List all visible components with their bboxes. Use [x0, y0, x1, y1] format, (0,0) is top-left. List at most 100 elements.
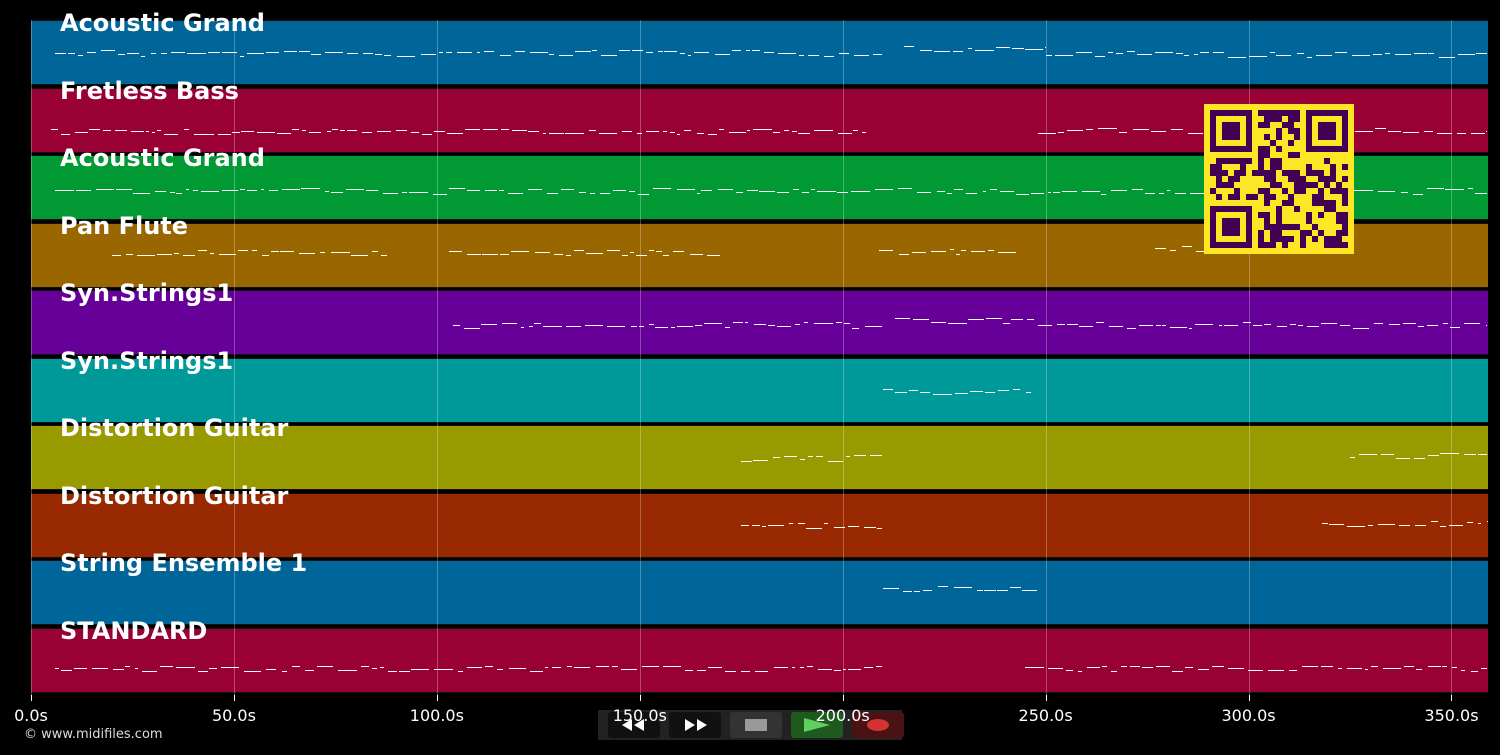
fast-forward-button[interactable]	[669, 712, 721, 738]
midi-note	[266, 52, 279, 54]
midi-note	[549, 133, 564, 135]
midi-note	[1414, 53, 1428, 55]
midi-note	[332, 129, 338, 131]
track-label: Pan Flute	[60, 211, 189, 240]
play-button[interactable]	[791, 712, 843, 738]
midi-note	[1395, 54, 1411, 56]
midi-note	[815, 455, 823, 457]
midi-note	[377, 130, 392, 132]
midi-note	[767, 324, 775, 326]
midi-note	[55, 667, 59, 669]
midi-note	[778, 53, 796, 55]
midi-note	[101, 50, 115, 52]
midi-note	[645, 51, 653, 53]
midi-note	[193, 189, 199, 191]
midi-note	[379, 666, 384, 668]
midi-note	[375, 54, 383, 56]
midi-note	[930, 251, 947, 253]
midi-note	[967, 48, 972, 50]
midi-note	[298, 252, 315, 254]
midi-note	[175, 666, 195, 668]
midi-note	[75, 189, 92, 191]
midi-note	[1470, 133, 1486, 135]
midi-note	[1012, 389, 1021, 391]
midi-note	[689, 254, 703, 256]
midi-note	[1468, 188, 1473, 190]
qr-code[interactable]	[1204, 104, 1354, 254]
midi-note	[914, 590, 920, 592]
midi-note	[482, 254, 498, 256]
midi-note	[508, 192, 523, 194]
midi-note	[511, 250, 530, 252]
qr-code-image	[1210, 110, 1348, 248]
midi-note	[317, 666, 333, 668]
midi-note	[529, 325, 533, 327]
midi-note	[194, 133, 214, 135]
midi-note	[564, 133, 584, 135]
midi-note	[824, 522, 829, 524]
track-label: Distortion Guitar	[60, 481, 289, 510]
midi-note	[201, 191, 219, 193]
midi-note	[1121, 665, 1127, 667]
midi-note	[574, 51, 592, 52]
midi-note	[1428, 53, 1434, 55]
midi-note	[776, 192, 789, 194]
midi-note	[777, 325, 791, 327]
midi-note	[902, 590, 913, 592]
track-label: Acoustic Grand	[60, 144, 265, 172]
midi-note	[1480, 668, 1487, 670]
midi-note	[1347, 525, 1365, 527]
midi-note	[838, 132, 852, 134]
midi-note	[1400, 191, 1408, 193]
stop-button[interactable]	[730, 712, 782, 738]
midi-note	[724, 327, 731, 329]
midi-note	[953, 587, 973, 589]
midi-note	[1338, 668, 1343, 670]
midi-note	[578, 192, 587, 194]
midi-note	[1428, 455, 1439, 457]
midi-note	[433, 131, 445, 133]
midi-note	[806, 528, 822, 530]
rewind-button[interactable]	[608, 712, 660, 738]
midi-note	[1087, 666, 1100, 668]
track-label: STANDARD	[60, 616, 208, 645]
midi-note	[883, 588, 899, 590]
midi-note	[1189, 193, 1209, 195]
midi-note	[156, 130, 162, 132]
midi-note	[1367, 524, 1373, 526]
midi-note	[663, 254, 670, 256]
midi-note	[1171, 671, 1184, 673]
midi-note	[983, 589, 996, 591]
midi-note	[701, 189, 713, 191]
midi-note	[1316, 55, 1333, 57]
midi-note	[657, 50, 663, 52]
tick-mark	[639, 695, 641, 701]
midi-note	[340, 130, 346, 132]
midi-note	[130, 131, 145, 133]
stop-icon	[745, 719, 767, 731]
midi-note	[299, 50, 310, 52]
midi-note	[1486, 131, 1488, 133]
midi-note	[309, 131, 321, 133]
midi-note	[176, 192, 182, 194]
midi-note	[115, 188, 132, 190]
midi-note	[897, 188, 912, 190]
midi-note	[1388, 324, 1400, 326]
midi-note	[1430, 520, 1439, 522]
midi-note	[1155, 51, 1174, 53]
midi-note	[1346, 668, 1363, 670]
midi-note	[521, 326, 525, 328]
midi-note	[807, 455, 814, 457]
midi-note	[676, 134, 681, 136]
midi-note	[396, 130, 407, 131]
midi-note	[662, 131, 668, 133]
midi-note	[919, 49, 932, 51]
record-button[interactable]	[852, 712, 904, 738]
midi-note	[853, 455, 867, 457]
midi-note	[433, 193, 448, 195]
midi-note	[1436, 132, 1453, 134]
midi-note	[724, 670, 737, 672]
midi-note	[932, 394, 952, 396]
midi-note	[1467, 521, 1473, 523]
midi-note	[542, 133, 547, 135]
